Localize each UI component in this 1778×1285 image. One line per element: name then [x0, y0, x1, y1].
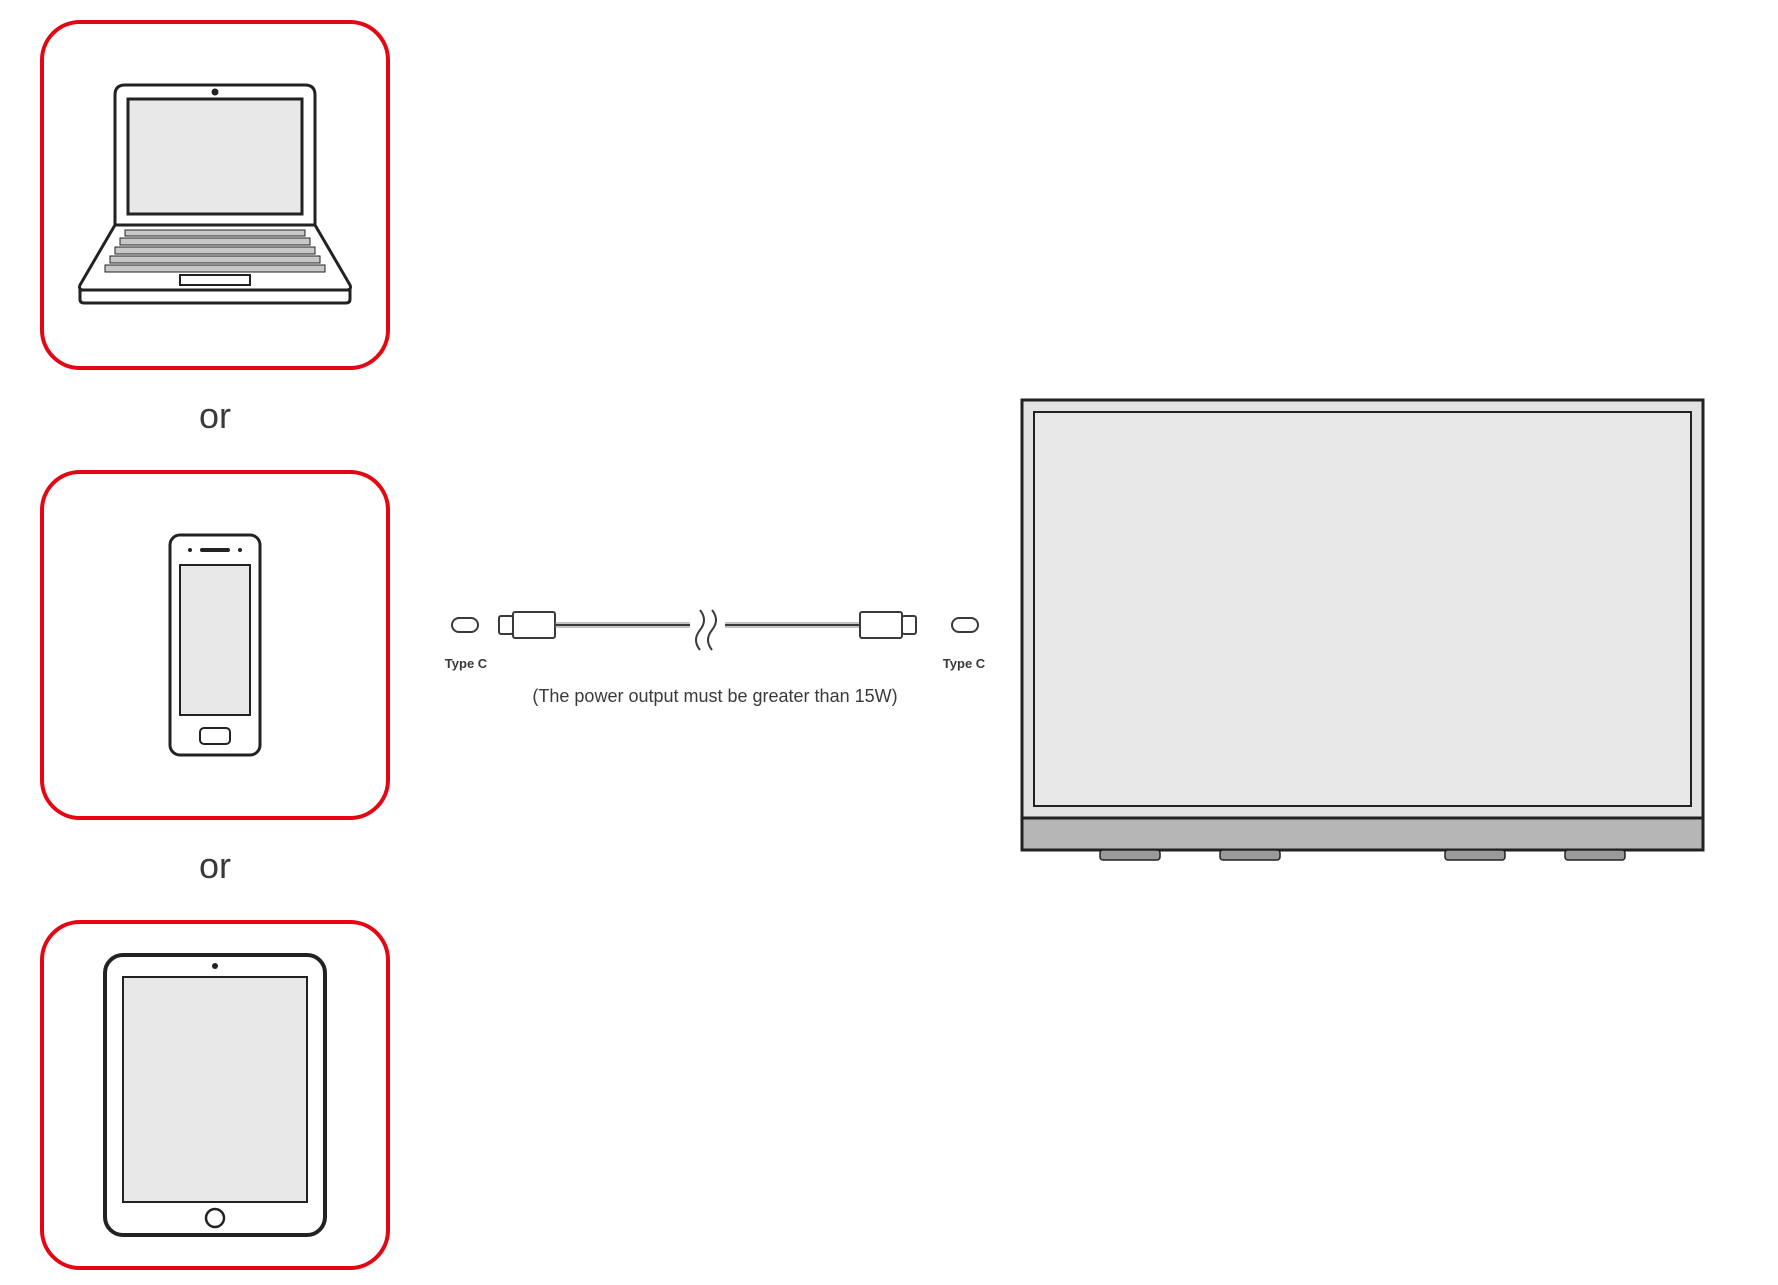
- cable-note: (The power output must be greater than 1…: [450, 686, 980, 707]
- or-text-1: or: [199, 395, 231, 436]
- laptop-icon: [70, 75, 360, 315]
- cable-section: Type C Type C (The power output must be …: [450, 600, 980, 707]
- or-text-2: or: [199, 845, 231, 886]
- device-box-phone: [40, 470, 390, 820]
- cable-icon: [450, 600, 980, 660]
- monitor-icon: [1020, 398, 1705, 868]
- or-label-1: or: [180, 395, 250, 437]
- device-box-laptop: [40, 20, 390, 370]
- cable-right-label: Type C: [940, 656, 988, 671]
- cable-left-label: Type C: [442, 656, 490, 671]
- monitor: [1020, 398, 1705, 868]
- or-label-2: or: [180, 845, 250, 887]
- device-box-tablet: [40, 920, 390, 1270]
- tablet-icon: [95, 945, 335, 1245]
- phone-icon: [160, 530, 270, 760]
